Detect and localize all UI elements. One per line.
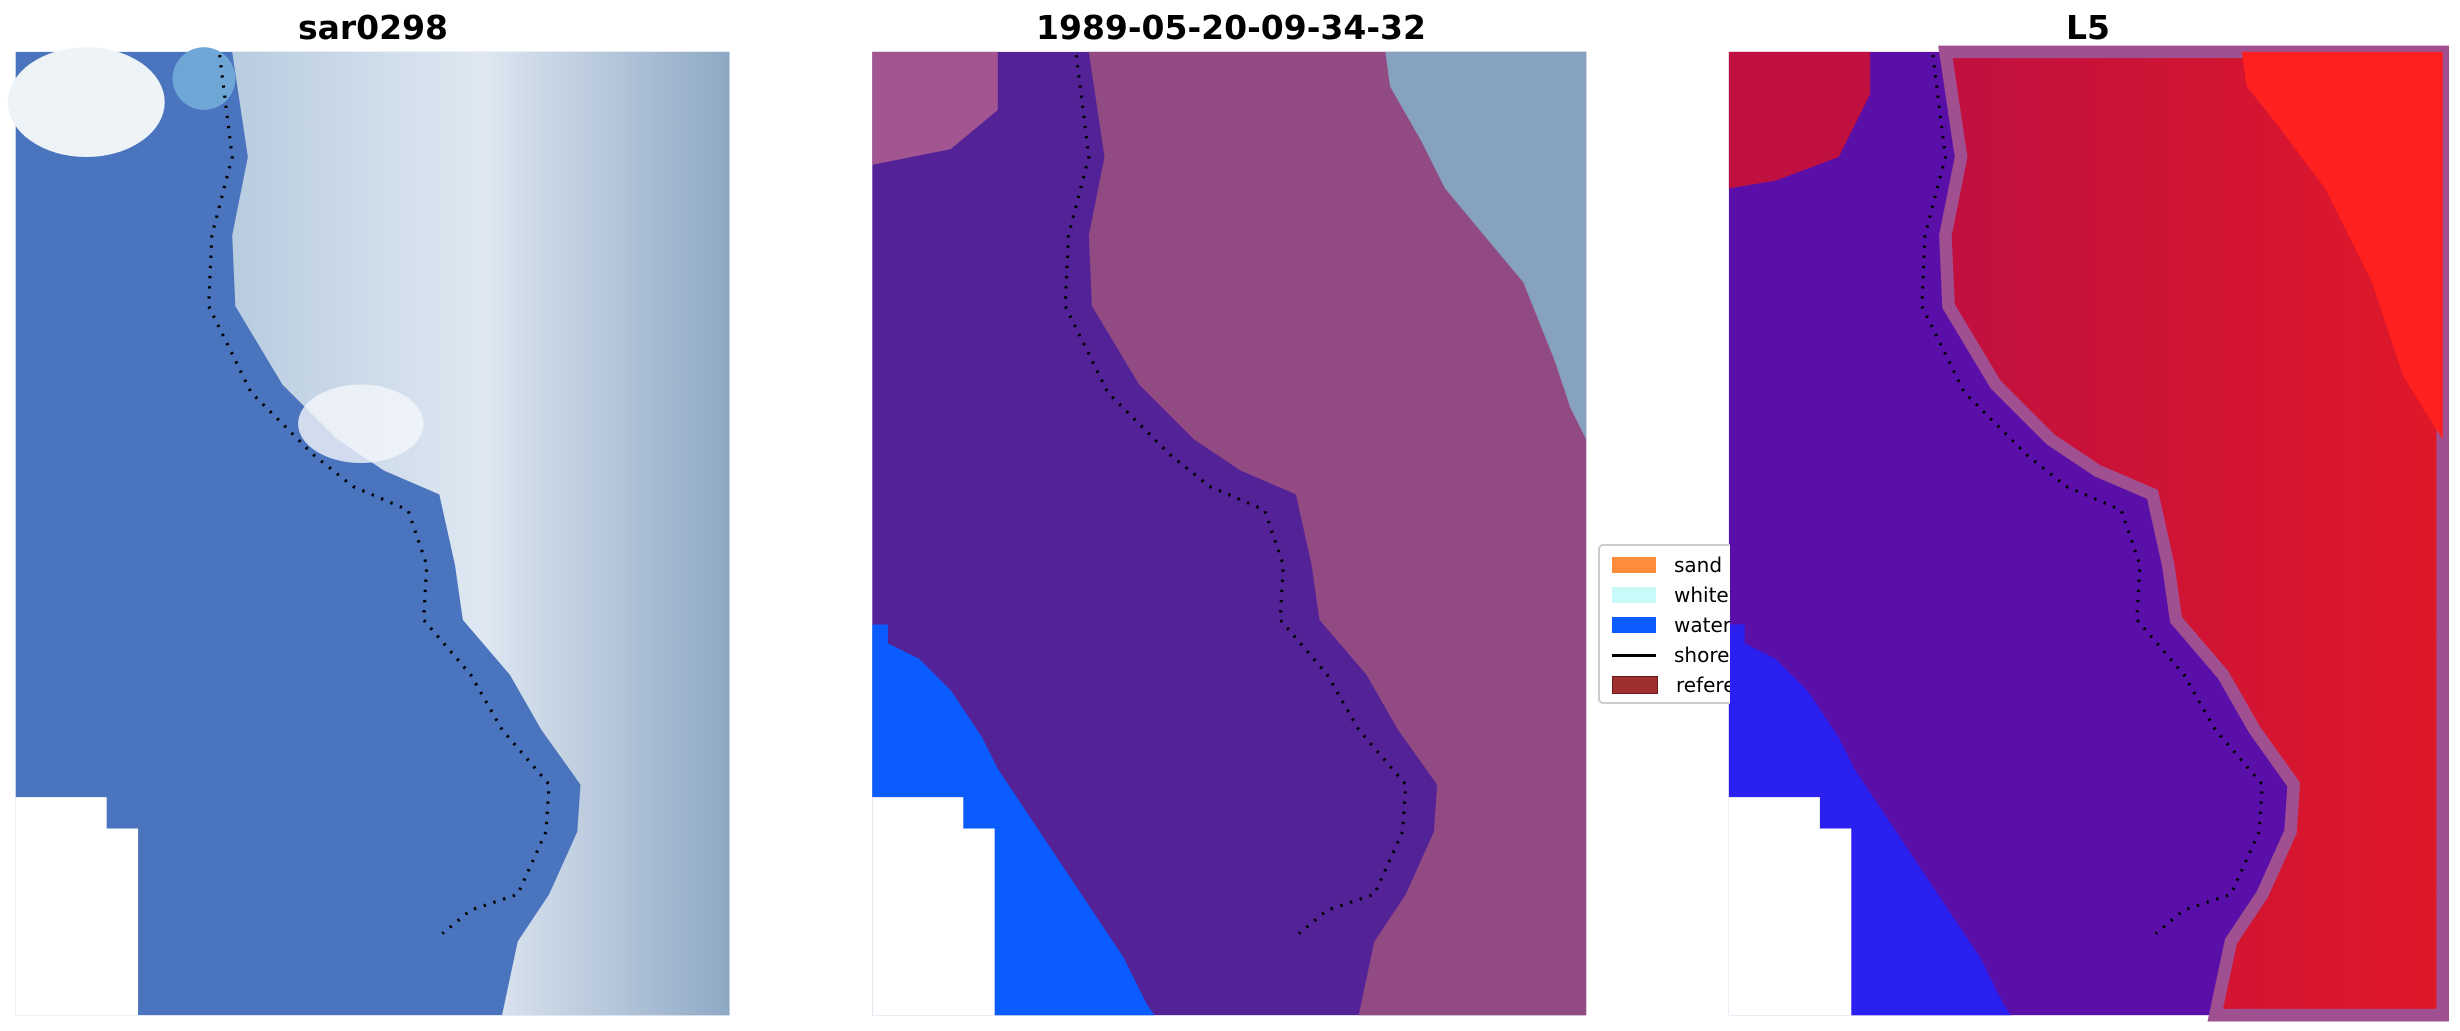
panel-classification-image (872, 51, 1587, 1016)
panel-title-rgb: sar0298 (297, 8, 449, 47)
panel-title-index: L5 (2066, 8, 2110, 47)
panel-index-image (1728, 52, 2443, 1015)
panel-title-classification: 1989-05-20-09-34-32 (1036, 8, 1426, 47)
panel-rgb-image (7, 47, 730, 1016)
